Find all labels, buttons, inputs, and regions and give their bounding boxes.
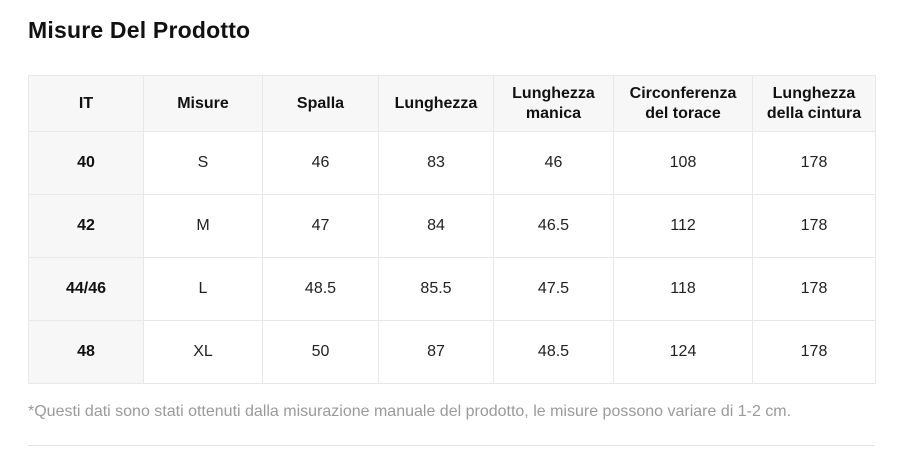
column-header-1: Misure: [143, 75, 263, 132]
measurement-cell: 47.5: [493, 257, 614, 321]
table-row-0: 40 S 46 83 46 108 178: [28, 131, 876, 195]
page-title: Misure Del Prodotto: [28, 17, 251, 43]
section-divider: [28, 445, 875, 446]
measurement-cell: 178: [752, 320, 876, 384]
column-header-4: Lunghezza manica: [493, 75, 614, 132]
measurement-cell: 46: [262, 131, 379, 195]
measurement-cell: 178: [752, 131, 876, 195]
column-header-2: Spalla: [262, 75, 379, 132]
measurement-cell: S: [143, 131, 263, 195]
measurement-cell: L: [143, 257, 263, 321]
column-header-6: Lunghezza della cintura: [752, 75, 876, 132]
row-header-size-it: 40: [28, 131, 144, 195]
measurement-cell: 124: [613, 320, 753, 384]
measurement-cell: 85.5: [378, 257, 494, 321]
measurement-cell: 108: [613, 131, 753, 195]
measurement-cell: 84: [378, 194, 494, 258]
measurement-cell: 83: [378, 131, 494, 195]
measurement-cell: 46: [493, 131, 614, 195]
measurement-cell: 118: [613, 257, 753, 321]
size-chart-table: IT Misure Spalla Lunghezza Lunghezza manica C…: [28, 75, 876, 384]
measurement-cell: 178: [752, 257, 876, 321]
measurement-cell: 178: [752, 194, 876, 258]
table-row-3: 48 XL 50 87 48.5 124 178: [28, 320, 876, 384]
column-header-0: IT: [28, 75, 144, 132]
measurement-cell: 112: [613, 194, 753, 258]
product-measurements-section: Misure Del Prodotto IT Misure Spalla Lunghe…: [0, 16, 920, 446]
measurement-cell: 46.5: [493, 194, 614, 258]
row-header-size-it: 44/46: [28, 257, 144, 321]
row-header-size-it: 42: [28, 194, 144, 258]
measurement-cell: 48.5: [262, 257, 379, 321]
column-header-5: Circonferenza del torace: [613, 75, 753, 132]
row-header-size-it: 48: [28, 320, 144, 384]
size-chart-header-row: IT Misure Spalla Lunghezza Lunghezza manica C…: [28, 75, 876, 132]
measurement-cell: 50: [262, 320, 379, 384]
column-header-3: Lunghezza: [378, 75, 494, 132]
measurement-cell: M: [143, 194, 263, 258]
table-row-2: 44/46 L 48.5 85.5 47.5 118 178: [28, 257, 876, 321]
measurement-cell: 48.5: [493, 320, 614, 384]
size-chart-body: 40 S 46 83 46 108 178 42 M 47 84 46.5 112 178 44/46 L 48…: [28, 131, 876, 384]
table-row-1: 42 M 47 84 46.5 112 178: [28, 194, 876, 258]
measurement-cell: 47: [262, 194, 379, 258]
measurement-disclaimer: *Questi dati sono stati ottenuti dalla m…: [28, 403, 792, 420]
measurement-cell: XL: [143, 320, 263, 384]
measurement-cell: 87: [378, 320, 494, 384]
